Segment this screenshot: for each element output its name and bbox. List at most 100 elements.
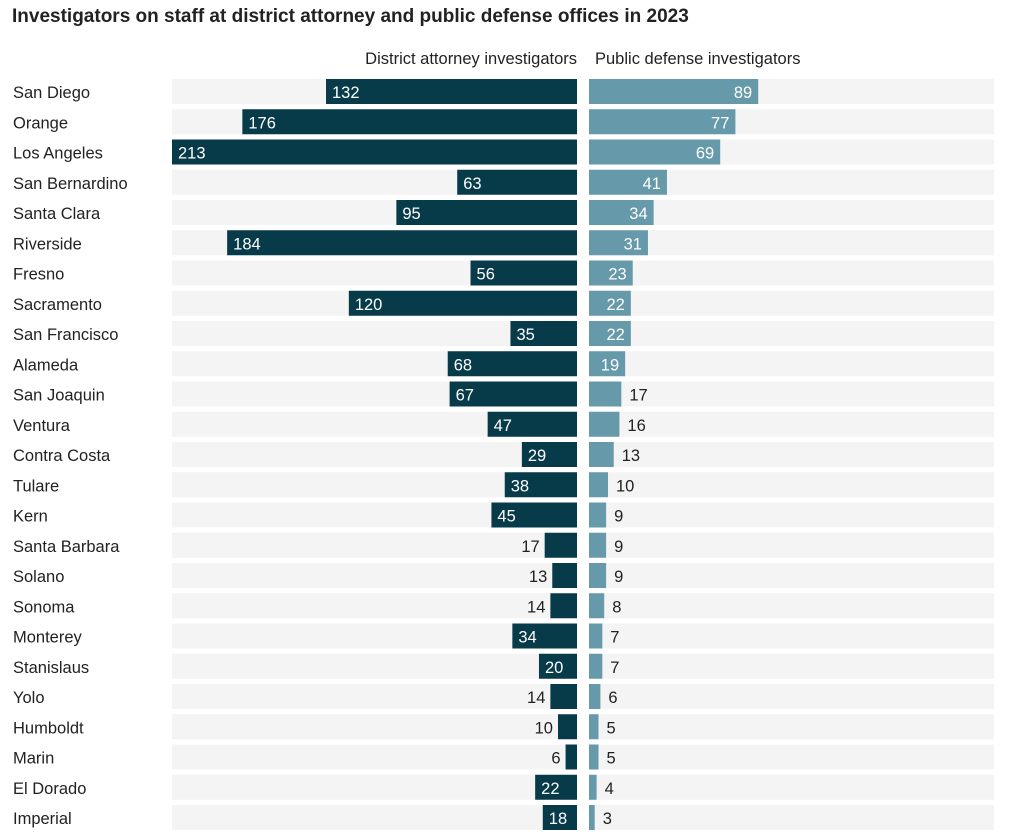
pd-bar [589, 714, 599, 740]
pd-value-label: 31 [624, 235, 642, 253]
category-label: San Joaquin [13, 387, 105, 405]
da-row-background [172, 442, 577, 467]
pd-row-background [589, 200, 994, 225]
da-value-label: 95 [402, 205, 420, 223]
da-row-background [172, 593, 577, 619]
pd-value-label: 69 [696, 145, 714, 163]
category-label: San Francisco [13, 326, 118, 344]
da-bar [504, 472, 577, 498]
pd-value-label: 13 [622, 447, 640, 465]
da-bar [565, 744, 577, 770]
da-bar [512, 623, 577, 649]
da-bar [457, 169, 577, 195]
pd-row-background [589, 532, 994, 558]
pd-bar [589, 139, 721, 165]
pd-value-label: 3 [603, 810, 612, 828]
da-value-label: 67 [456, 387, 474, 405]
da-bar [326, 79, 577, 104]
da-row-background [172, 623, 577, 649]
da-bar [227, 230, 577, 256]
pd-row-background [589, 290, 994, 316]
pd-row-background [589, 411, 994, 437]
category-label: Los Angeles [13, 145, 103, 163]
category-label: Monterey [13, 629, 83, 647]
pd-bar [589, 774, 597, 800]
pd-value-label: 19 [601, 356, 619, 374]
da-bar [172, 139, 577, 165]
category-label: Kern [13, 508, 48, 526]
da-value-label: 213 [178, 145, 206, 163]
pd-bar [589, 321, 631, 346]
category-label: Sonoma [13, 598, 75, 616]
da-value-label: 10 [535, 719, 553, 737]
da-value-label: 176 [248, 114, 276, 132]
pd-row-background [589, 714, 994, 740]
da-bar [552, 563, 577, 588]
pd-row-background [589, 442, 994, 467]
pd-bar [589, 623, 603, 649]
category-label: Santa Clara [13, 205, 101, 223]
da-value-label: 132 [332, 84, 360, 102]
da-value-label: 13 [529, 568, 547, 586]
pd-bar [589, 684, 601, 709]
da-bar [470, 260, 577, 286]
pd-row-background [589, 321, 994, 346]
pd-value-label: 8 [612, 598, 621, 616]
da-value-label: 34 [518, 629, 536, 647]
pd-row-background [589, 623, 994, 649]
da-value-label: 14 [527, 598, 545, 616]
pd-bar [589, 472, 609, 498]
pd-bar [589, 79, 759, 104]
pd-bar [589, 200, 654, 225]
da-bar [557, 714, 577, 740]
da-bar [447, 351, 577, 377]
da-bar [449, 381, 577, 407]
pd-bar [589, 351, 626, 377]
pd-row-background [589, 684, 994, 709]
da-row-background [172, 532, 577, 558]
da-bar [348, 290, 577, 316]
pd-row-background [589, 593, 994, 619]
pd-value-label: 22 [606, 296, 624, 314]
pd-value-label: 16 [627, 417, 645, 435]
da-value-label: 38 [511, 477, 529, 495]
da-bar [544, 532, 577, 558]
pd-value-label: 7 [610, 659, 619, 677]
pd-bar [589, 805, 595, 830]
da-row-background [172, 774, 577, 800]
pd-value-label: 9 [614, 568, 623, 586]
pd-row-background [589, 774, 994, 800]
da-row-background [172, 563, 577, 588]
category-label: Riverside [13, 235, 82, 253]
pd-value-label: 10 [616, 477, 634, 495]
da-bar [242, 109, 577, 135]
pd-bar [589, 563, 607, 588]
da-value-label: 22 [541, 780, 559, 798]
pd-bar [589, 593, 605, 619]
da-value-label: 6 [551, 750, 560, 768]
category-label: Yolo [13, 689, 45, 707]
chart-title: Investigators on staff at district attor… [12, 6, 689, 27]
category-label: Orange [13, 114, 68, 132]
category-label: Imperial [13, 810, 72, 828]
da-value-label: 17 [521, 538, 539, 556]
da-bar [550, 593, 577, 619]
category-label: Tulare [13, 477, 59, 495]
pd-bar [589, 109, 736, 135]
category-label: Fresno [13, 266, 64, 284]
category-label: Marin [13, 750, 54, 768]
pd-row-background [589, 230, 994, 256]
pd-row-background [589, 563, 994, 588]
pd-bar [589, 532, 607, 558]
da-bar [396, 200, 577, 225]
category-label: Stanislaus [13, 659, 89, 677]
category-label: Santa Barbara [13, 538, 120, 556]
category-label: Humboldt [13, 719, 84, 737]
pd-column-header: Public defense investigators [595, 50, 801, 68]
da-value-label: 47 [494, 417, 512, 435]
category-label: San Bernardino [13, 175, 128, 193]
pd-row-background [589, 260, 994, 286]
pd-value-label: 5 [607, 719, 616, 737]
da-value-label: 68 [454, 356, 472, 374]
pd-value-label: 17 [629, 387, 647, 405]
